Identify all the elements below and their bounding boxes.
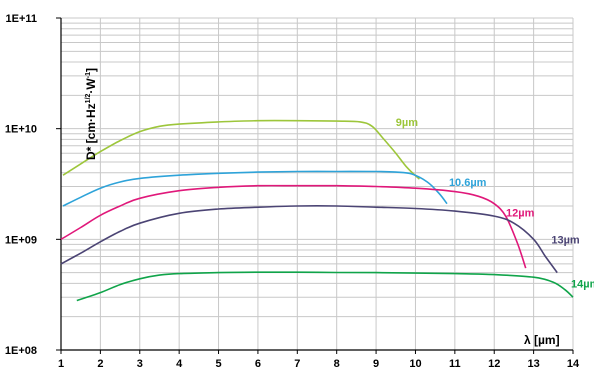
series-line-9µm bbox=[62, 119, 420, 180]
y-axis-label-sup1: 1/2 bbox=[85, 93, 92, 103]
series-label-9µm: 9µm bbox=[396, 117, 418, 129]
y-tick-labels: 1E+08 1E+09 1E+10 1E+11 bbox=[5, 13, 37, 357]
x-tick-label: 2 bbox=[97, 358, 103, 370]
x-tick-label: 5 bbox=[215, 358, 221, 370]
series-line-10.6µm bbox=[62, 170, 448, 207]
y-axis-label-main: D* [cm·Hz bbox=[84, 103, 98, 160]
y-tick-label: 1E+09 bbox=[5, 234, 37, 246]
y-axis-label-sup2: -1 bbox=[85, 72, 92, 78]
x-tick-label: 9 bbox=[373, 358, 379, 370]
series-layer bbox=[60, 119, 574, 302]
series-line-14µm bbox=[76, 271, 574, 302]
series-labels: 9µm 10.6µm 12µm 13µm 14µm bbox=[396, 117, 594, 290]
x-tick-label: 6 bbox=[255, 358, 261, 370]
grid bbox=[61, 17, 574, 350]
y-axis-label-mid: ·W bbox=[84, 78, 98, 94]
y-tick-label: 1E+11 bbox=[5, 13, 37, 25]
x-tick-label: 13 bbox=[527, 358, 539, 370]
series-label-13µm: 13µm bbox=[551, 234, 580, 246]
x-tick-labels: 1 2 3 4 5 6 7 8 9 10 11 12 13 14 bbox=[58, 358, 580, 370]
y-tick-label: 1E+08 bbox=[5, 345, 37, 357]
x-tick-label: 10 bbox=[409, 358, 421, 370]
x-tick-label: 14 bbox=[567, 358, 580, 370]
series-label-12µm: 12µm bbox=[506, 207, 535, 219]
y-axis-label-end: ] bbox=[84, 68, 98, 72]
y-axis-label: D* [cm·Hz1/2·W-1] bbox=[84, 68, 98, 160]
x-tick-label: 3 bbox=[137, 358, 143, 370]
x-tick-label: 7 bbox=[294, 358, 300, 370]
series-line-12µm bbox=[60, 184, 527, 269]
y-tick-label: 1E+10 bbox=[5, 124, 37, 136]
series-label-14µm: 14µm bbox=[571, 278, 594, 290]
x-tick-label: 12 bbox=[488, 358, 500, 370]
series-label-10.6µm: 10.6µm bbox=[449, 177, 487, 189]
x-tick-label: 4 bbox=[176, 358, 183, 370]
x-tick-label: 8 bbox=[334, 358, 340, 370]
x-axis-label: λ [µm] bbox=[524, 333, 560, 347]
x-tick-label: 1 bbox=[58, 358, 64, 370]
x-tick-label: 11 bbox=[449, 358, 461, 370]
series-line-13µm bbox=[60, 205, 558, 274]
axes bbox=[56, 17, 574, 354]
